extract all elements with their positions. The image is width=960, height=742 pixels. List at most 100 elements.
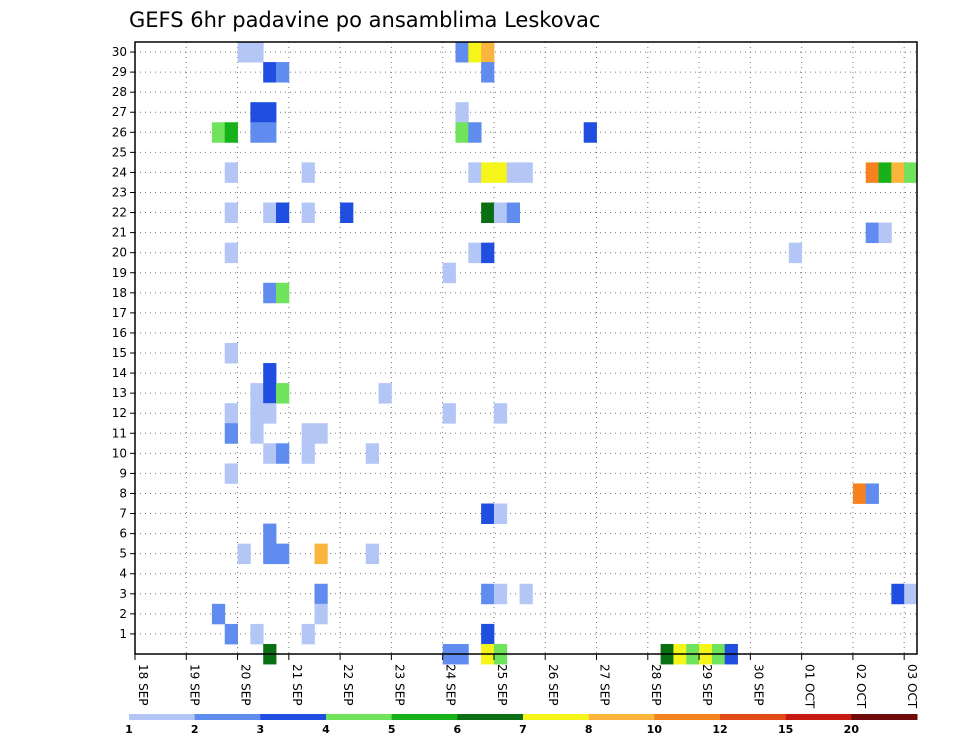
heatmap-cell bbox=[250, 122, 264, 143]
x-tick-label: 29 SEP bbox=[700, 664, 714, 706]
legend-label: 1 bbox=[125, 723, 133, 736]
heatmap-cell bbox=[301, 202, 315, 223]
heatmap-cell bbox=[583, 122, 597, 143]
heatmap-cell bbox=[481, 202, 495, 223]
heatmap-cell bbox=[301, 162, 315, 183]
heatmap-cell bbox=[365, 443, 379, 464]
legend-label: 2 bbox=[191, 723, 199, 736]
heatmap-cell bbox=[301, 423, 315, 444]
chart-title: GEFS 6hr padavine po ansamblima Leskovac bbox=[129, 8, 600, 32]
heatmap-cell bbox=[865, 483, 879, 504]
y-tick-label: 24 bbox=[112, 165, 127, 179]
legend-swatch bbox=[654, 714, 721, 720]
heatmap-cell bbox=[891, 162, 905, 183]
y-tick-label: 15 bbox=[112, 346, 127, 360]
heatmap-cell bbox=[904, 162, 918, 183]
heatmap-cell bbox=[481, 623, 495, 645]
heatmap-cell bbox=[340, 202, 354, 223]
legend-swatch bbox=[129, 714, 196, 720]
y-tick-label: 1 bbox=[119, 627, 127, 641]
legend-swatch bbox=[785, 714, 852, 720]
heatmap-cell bbox=[276, 443, 290, 464]
legend-label: 3 bbox=[257, 723, 265, 736]
y-tick-label: 14 bbox=[112, 366, 127, 380]
heatmap-cell bbox=[904, 583, 918, 605]
heatmap-cell bbox=[224, 122, 238, 143]
y-tick-label: 3 bbox=[119, 587, 127, 601]
heatmap-cell bbox=[493, 202, 508, 223]
x-tick-label: 30 SEP bbox=[751, 664, 765, 706]
legend-swatch bbox=[326, 714, 393, 720]
y-tick-label: 22 bbox=[112, 206, 127, 220]
heatmap-cell bbox=[224, 342, 238, 364]
x-tick-label: 28 SEP bbox=[649, 664, 663, 706]
legend-label: 8 bbox=[585, 723, 593, 736]
x-tick-label: 27 SEP bbox=[598, 664, 612, 706]
heatmap-cell bbox=[493, 162, 508, 183]
heatmap-cell bbox=[378, 383, 392, 404]
y-tick-label: 10 bbox=[112, 446, 127, 460]
heatmap-cell bbox=[481, 42, 495, 63]
x-tick-label: 20 SEP bbox=[239, 664, 253, 706]
heatmap-cell bbox=[891, 583, 905, 605]
heatmap-cell bbox=[250, 383, 264, 404]
heatmap-cell bbox=[250, 102, 264, 123]
heatmap-cell bbox=[301, 443, 315, 464]
y-tick-label: 17 bbox=[112, 306, 127, 320]
heatmap-cell bbox=[865, 222, 879, 244]
y-tick-label: 20 bbox=[112, 246, 127, 260]
heatmap-cell bbox=[211, 122, 226, 143]
heatmap-cell bbox=[481, 62, 495, 83]
heatmap-cell bbox=[263, 363, 277, 384]
legend-label: 4 bbox=[322, 723, 330, 736]
x-axis: 18 SEP 19 SEP 20 SEP 21 SEP 22 SEP 23 SEP 24 S… bbox=[134, 654, 919, 709]
y-tick-label: 9 bbox=[119, 466, 127, 480]
heatmap-cell bbox=[481, 503, 495, 524]
y-tick-label: 16 bbox=[112, 326, 127, 340]
y-tick-label: 26 bbox=[112, 125, 127, 139]
x-tick-label: 22 SEP bbox=[341, 664, 355, 706]
heatmap-cell bbox=[250, 423, 264, 444]
x-tick-label: 03 OCT bbox=[905, 664, 919, 709]
heatmap-cell bbox=[314, 543, 328, 565]
color-legend: 1 2 3 4 5 6 7 8 10 12 15 20 bbox=[125, 714, 918, 736]
y-tick-label: 19 bbox=[112, 266, 127, 280]
heatmap-cell bbox=[442, 262, 456, 284]
heatmap-cell bbox=[493, 583, 508, 605]
x-tick-label: 23 SEP bbox=[392, 664, 406, 706]
heatmap-cell bbox=[314, 583, 328, 605]
heatmap-cell bbox=[468, 42, 482, 63]
heatmap-cell bbox=[224, 202, 238, 223]
plot-frame bbox=[134, 41, 918, 655]
heatmap-cell bbox=[263, 62, 277, 83]
y-tick-label: 23 bbox=[112, 185, 127, 199]
heatmap-cell bbox=[263, 383, 277, 404]
y-tick-label: 5 bbox=[119, 547, 127, 561]
y-tick-label: 4 bbox=[119, 567, 127, 581]
y-tick-label: 2 bbox=[119, 607, 127, 621]
legend-swatch bbox=[194, 714, 261, 720]
heatmap-cell bbox=[224, 162, 238, 183]
y-tick-label: 12 bbox=[112, 406, 127, 420]
heatmap-cell bbox=[211, 603, 226, 625]
heatmap-cell bbox=[455, 42, 469, 63]
heatmap-cell bbox=[263, 122, 277, 143]
heatmap-cell bbox=[224, 463, 238, 484]
y-tick-label: 7 bbox=[119, 507, 127, 521]
x-tick-label: 25 SEP bbox=[495, 664, 509, 706]
heatmap-cell bbox=[468, 242, 482, 264]
y-tick-label: 6 bbox=[119, 527, 127, 541]
heatmap-cell bbox=[250, 623, 264, 645]
heatmap-cell bbox=[276, 383, 290, 404]
heatmap-cell bbox=[314, 603, 328, 625]
heatmap-cell bbox=[263, 282, 277, 304]
legend-swatch bbox=[851, 714, 918, 720]
legend-label: 15 bbox=[778, 723, 793, 736]
heatmap-cell bbox=[506, 202, 520, 223]
legend-label: 7 bbox=[519, 723, 527, 736]
heatmap-cell bbox=[455, 122, 469, 143]
x-tick-label: 24 SEP bbox=[444, 664, 458, 706]
heatmap-cell bbox=[237, 42, 251, 63]
legend-swatch bbox=[457, 714, 524, 720]
heatmap-cell bbox=[276, 62, 290, 83]
